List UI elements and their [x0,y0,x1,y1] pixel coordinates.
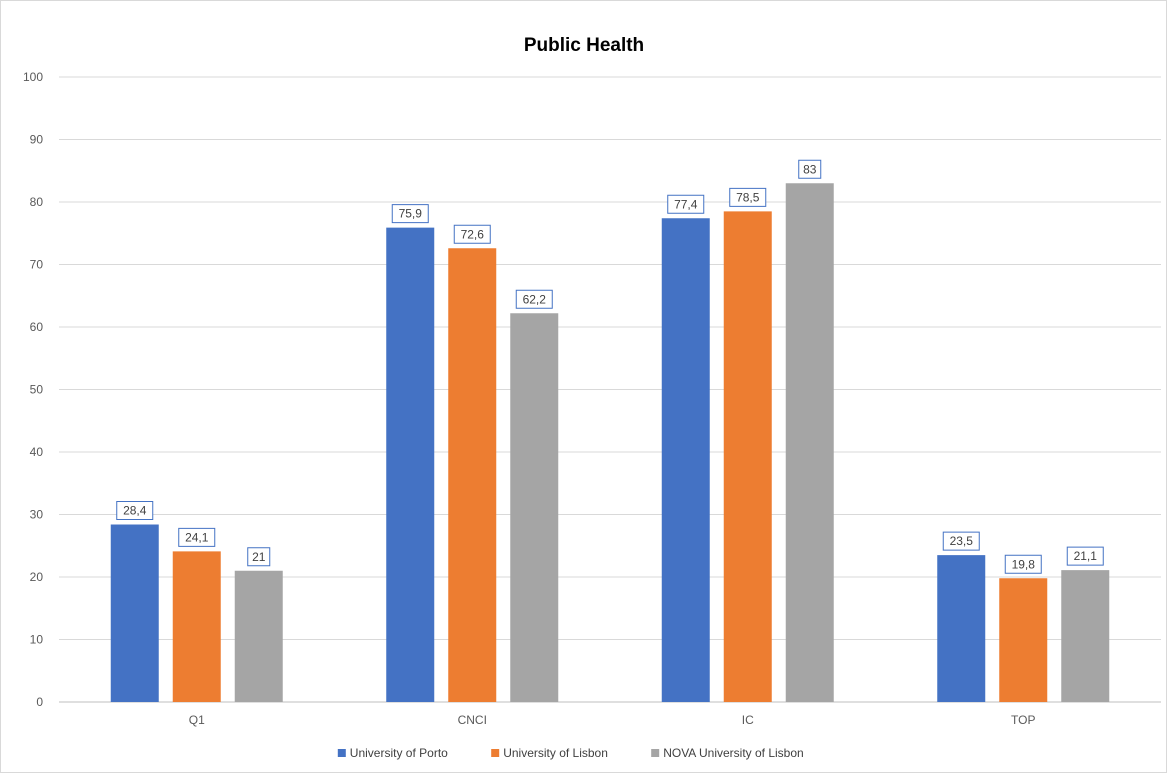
legend-label: University of Lisbon [503,746,608,760]
data-label: 21 [252,550,266,564]
bar [386,227,435,702]
bar [510,313,559,702]
data-label-box [1066,546,1104,566]
data-label: 83 [803,162,817,176]
data-label-box [942,531,980,551]
data-label: 24,1 [185,530,209,544]
legend-swatch [491,749,500,757]
legend-label: University of Porto [350,746,448,760]
y-tick-label: 20 [30,570,44,584]
bar [999,578,1048,702]
data-label: 62,2 [523,292,547,306]
data-label-box [453,224,491,244]
y-tick-label: 60 [30,320,44,334]
y-tick-label: 30 [30,508,44,522]
y-tick-label: 40 [30,445,44,459]
y-tick-label: 0 [36,695,43,709]
bar [723,211,772,702]
bar [785,183,834,702]
data-label-box [798,159,822,179]
data-label-box [247,547,271,567]
data-label-box [667,194,705,214]
y-tick-label: 70 [30,258,44,272]
y-tick-label: 90 [30,133,44,147]
data-label: 23,5 [950,534,974,548]
data-label-box [729,187,767,207]
bar [1061,570,1110,702]
y-tick-label: 80 [30,195,44,209]
legend-swatch [337,749,346,757]
legend: University of Porto University of Lisbon N… [337,746,804,760]
x-category-label: TOP [1011,713,1035,727]
legend-swatch [651,749,660,757]
gridlines [59,76,1161,703]
y-axis-tick-labels: 0 10 20 30 40 50 60 70 80 90 100 [23,70,43,709]
bar [110,524,159,702]
bar [448,248,497,702]
chart-title: Public Health [524,35,644,56]
bar [234,570,283,702]
bar [661,218,710,702]
data-label: 28,4 [123,504,147,518]
bars [110,183,1110,702]
data-label: 19,8 [1012,557,1036,571]
data-label-box [178,527,216,547]
data-label: 77,4 [674,197,698,211]
x-category-label: IC [742,713,754,727]
y-tick-label: 100 [23,70,43,84]
data-label-box [391,204,429,224]
data-label: 75,9 [399,207,423,221]
x-axis-category-labels: Q1 CNCI IC TOP [189,713,1036,727]
bar [172,551,221,702]
data-label-box [1004,554,1042,574]
data-labels: 28,4 24,1 21 75,9 72,6 62,2 77,4 78,5 83 23,5 19,8… [116,159,1104,574]
data-label: 78,5 [736,190,760,204]
y-tick-label: 50 [30,383,44,397]
legend-label: NOVA University of Lisbon [663,746,804,760]
data-label: 72,6 [461,227,485,241]
data-label-box [515,289,553,309]
y-tick-label: 10 [30,633,44,647]
data-label: 21,1 [1074,549,1098,563]
x-category-label: Q1 [189,713,205,727]
bar [937,555,986,702]
data-label-box [116,501,154,520]
x-category-label: CNCI [458,713,487,727]
